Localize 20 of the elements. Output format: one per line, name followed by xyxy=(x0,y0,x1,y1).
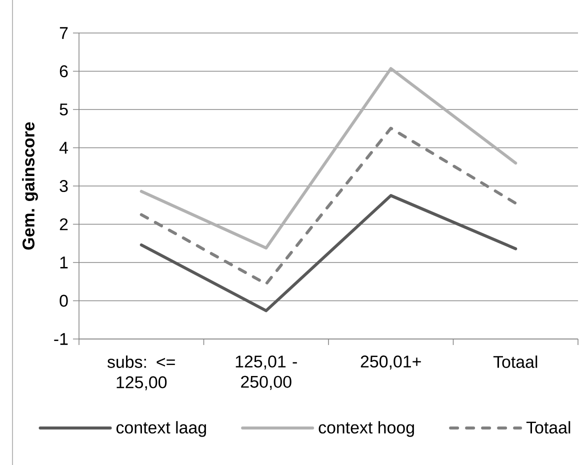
y-tick-label: 3 xyxy=(60,180,68,192)
y-tick-label: 6 xyxy=(60,65,68,78)
x-tick-label: 250,01+ xyxy=(360,356,421,370)
line-series xyxy=(140,194,518,312)
x-tick-label: subs: <= 125,00 xyxy=(107,356,175,390)
legend-label: context hoog xyxy=(318,421,414,437)
y-tick-label: 2 xyxy=(60,218,68,230)
y-tick-label: -1 xyxy=(54,333,68,345)
y-tick-label: 7 xyxy=(60,27,68,39)
line-series xyxy=(140,67,518,250)
x-tick-label: Totaal xyxy=(493,356,538,368)
legend-label: Totaal xyxy=(526,421,570,434)
y-tick-label: 4 xyxy=(59,142,68,154)
legend-label: context laag xyxy=(116,421,206,437)
line-series xyxy=(140,126,518,286)
y-tick-label: 5 xyxy=(60,104,68,116)
y-tick-label: 0 xyxy=(60,294,68,307)
x-tick-label: 125,01 - 250,00 xyxy=(236,356,297,390)
y-axis-title: Gem. gainscore xyxy=(22,122,38,250)
y-tick-label: 1 xyxy=(60,256,68,268)
